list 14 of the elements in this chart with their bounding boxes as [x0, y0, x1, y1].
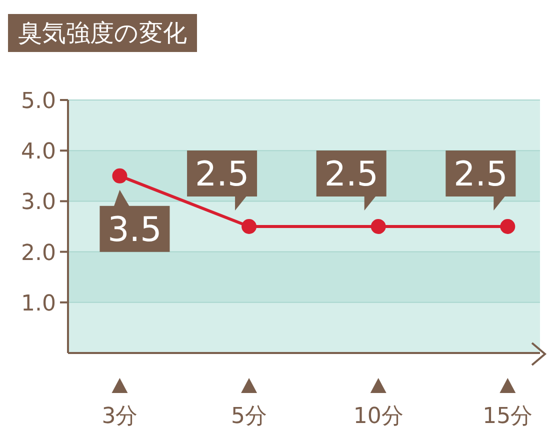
data-label: 2.5: [195, 154, 250, 194]
data-label: 2.5: [454, 154, 508, 194]
data-label: 3.5: [108, 210, 162, 250]
y-tick-label: 4.0: [21, 140, 56, 165]
x-tick-label: 3分: [102, 404, 138, 428]
y-tick-label: 2.0: [21, 240, 56, 266]
y-tick-label: 1.0: [21, 291, 56, 316]
y-tick-label: 3.0: [21, 190, 56, 216]
x-tick-label: 5分: [231, 404, 268, 428]
y-tick-label: 5.0: [21, 89, 56, 114]
x-tick-label: 10分: [353, 404, 404, 428]
data-label: 2.5: [324, 154, 378, 194]
chart-title: 臭気強度の変化: [8, 14, 197, 52]
x-tick-label: 15分: [482, 404, 533, 428]
